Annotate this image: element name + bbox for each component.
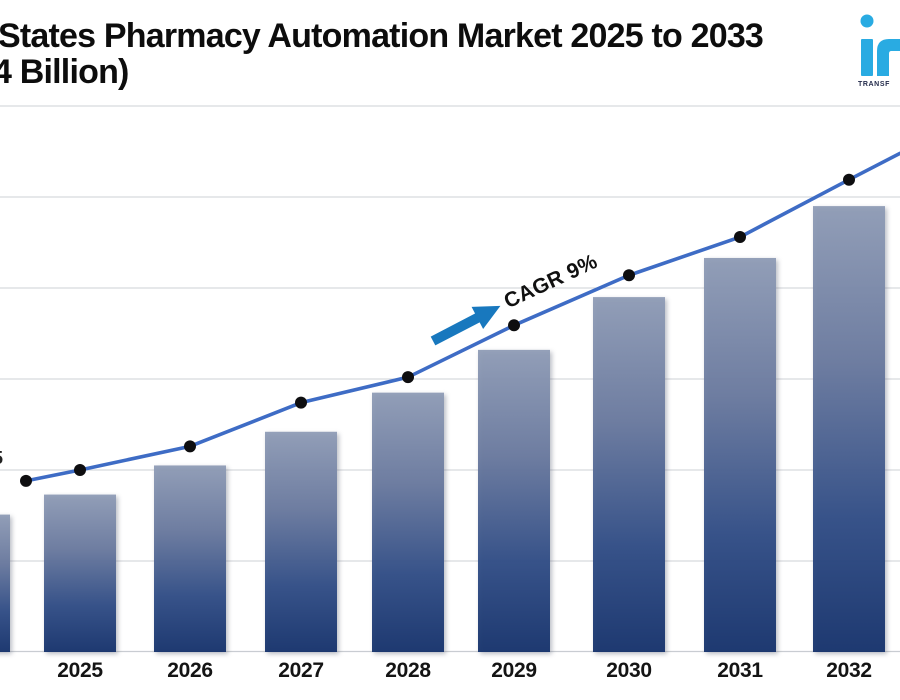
bar (265, 431, 337, 652)
brand-logo: TRANSF (840, 5, 900, 100)
logo-tagline-fragment: TRANSF (858, 81, 890, 88)
bar (813, 206, 885, 652)
x-axis-label: 2029 (491, 659, 537, 682)
data-point-dot (20, 474, 32, 487)
line-series-layer (20, 151, 900, 487)
logo-n-icon (877, 39, 900, 76)
cagr-arrow-icon (430, 305, 501, 346)
logo-i-dot-icon (860, 14, 874, 28)
bar (44, 494, 116, 652)
trend-line (24, 151, 900, 483)
x-axis-label: 2030 (606, 659, 652, 682)
logo-mark (860, 14, 900, 76)
bar (704, 257, 776, 652)
x-axis-label: 2027 (278, 659, 324, 682)
data-point-dot (295, 396, 307, 409)
bar (154, 465, 226, 652)
data-point-dot (74, 464, 86, 476)
bar (372, 392, 444, 652)
data-point-dot (508, 319, 520, 332)
bar (478, 349, 550, 652)
cropped-axis-label-fragment: 5 (0, 449, 3, 467)
gridlines (0, 105, 900, 653)
logo-i-stem-icon (861, 39, 873, 76)
data-point-dot (843, 173, 855, 186)
data-point-dot (402, 371, 414, 384)
data-point-dot (734, 231, 746, 244)
x-axis-label: 2032 (826, 659, 872, 682)
data-point-dot (184, 440, 196, 453)
data-point-dot (623, 269, 635, 282)
chart-title-line1: States Pharmacy Automation Market 2025 t… (0, 17, 764, 55)
x-axis-label: 2028 (385, 659, 431, 682)
chart-title-line2: 4 Billion) (0, 53, 129, 91)
bar (593, 297, 665, 652)
bar-cropped-left (0, 514, 10, 652)
bar-series (0, 206, 885, 652)
x-axis-label: 2025 (57, 659, 103, 682)
x-axis-label: 2026 (167, 659, 213, 682)
x-axis-label: 2031 (717, 659, 763, 682)
